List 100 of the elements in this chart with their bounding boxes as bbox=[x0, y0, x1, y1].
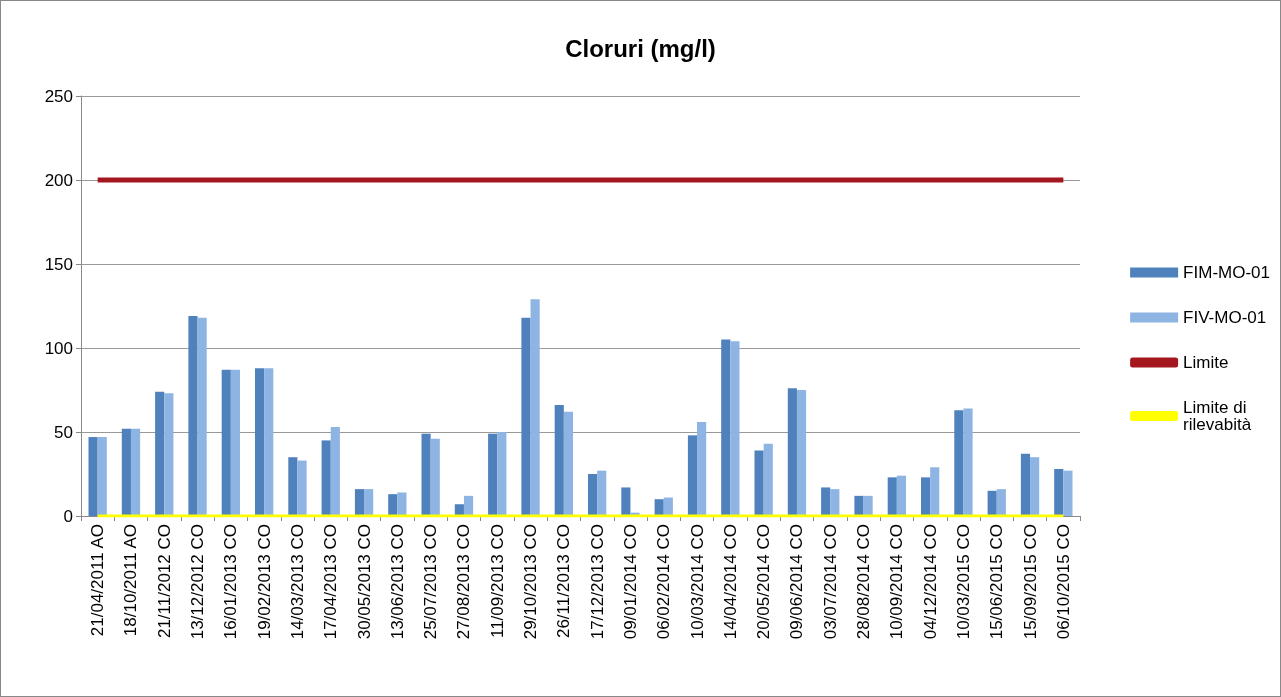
bar bbox=[130, 428, 141, 516]
x-tick-label: 10/03/2015 CO bbox=[953, 524, 973, 640]
bar bbox=[987, 490, 997, 516]
x-tick-label: 18/10/2011 AO bbox=[121, 524, 141, 637]
bar bbox=[1030, 457, 1040, 516]
bar bbox=[530, 299, 540, 516]
bar bbox=[654, 499, 664, 516]
x-tick-label: 27/08/2013 CO bbox=[454, 524, 474, 640]
bar bbox=[687, 435, 698, 516]
x-tick-label: 10/09/2014 CO bbox=[887, 524, 907, 640]
bar bbox=[996, 489, 1006, 516]
x-tick-label: 16/01/2013 CO bbox=[221, 524, 241, 640]
bar bbox=[421, 433, 431, 516]
bar bbox=[896, 475, 907, 516]
bar bbox=[721, 339, 731, 516]
x-tick-label: 21/11/2012 CO bbox=[154, 524, 174, 639]
bar bbox=[521, 317, 531, 516]
bar bbox=[587, 474, 598, 516]
bar bbox=[1063, 470, 1073, 516]
x-tick-label: 11/09/2013 CO bbox=[487, 524, 507, 639]
x-tick-label: 26/11/2013 CO bbox=[554, 524, 574, 639]
x-tick-label: 04/12/2014 CO bbox=[920, 524, 940, 640]
bar bbox=[397, 492, 407, 516]
bar bbox=[763, 443, 773, 516]
bar bbox=[197, 317, 207, 516]
y-tick-label: 50 bbox=[54, 422, 73, 442]
x-tick-label: 09/06/2014 CO bbox=[787, 524, 807, 640]
bar bbox=[730, 341, 740, 516]
legend-label: Limite bbox=[1183, 353, 1229, 372]
bar bbox=[321, 440, 331, 516]
x-tick-label: 17/12/2013 CO bbox=[587, 524, 607, 640]
y-tick-label: 150 bbox=[44, 254, 73, 274]
bar bbox=[188, 316, 198, 516]
x-tick-label: 03/07/2014 CO bbox=[820, 524, 840, 640]
bar bbox=[488, 433, 498, 516]
bar bbox=[155, 391, 165, 516]
bar bbox=[963, 408, 973, 516]
x-tick-label: 10/03/2014 CO bbox=[687, 524, 707, 640]
bar bbox=[830, 489, 840, 516]
legend-label: Limite di rilevabità bbox=[1183, 398, 1252, 434]
bar bbox=[364, 489, 374, 516]
x-tick-label: 15/09/2015 CO bbox=[1020, 524, 1040, 640]
bar bbox=[930, 467, 940, 516]
bar bbox=[354, 489, 365, 516]
bar bbox=[97, 437, 107, 516]
bar bbox=[230, 369, 241, 516]
x-tick-label: 13/12/2012 CO bbox=[188, 524, 208, 640]
y-tick-label: 250 bbox=[44, 86, 73, 106]
bar bbox=[887, 477, 897, 516]
bar bbox=[796, 390, 807, 516]
bar bbox=[297, 460, 307, 516]
bar bbox=[954, 410, 964, 516]
bar bbox=[330, 426, 340, 516]
bar bbox=[221, 369, 231, 516]
bar bbox=[497, 432, 507, 516]
bar bbox=[288, 457, 298, 516]
bar bbox=[388, 494, 398, 516]
chart-title: Cloruri (mg/l) bbox=[565, 34, 716, 62]
bar bbox=[821, 487, 831, 516]
legend-label: FIV-MO-01 bbox=[1183, 308, 1267, 327]
bar bbox=[430, 438, 440, 516]
bar bbox=[621, 487, 631, 516]
x-tick-label: 29/10/2013 CO bbox=[521, 524, 541, 640]
x-tick-label: 14/04/2014 CO bbox=[720, 524, 740, 640]
x-tick-label: 20/05/2014 CO bbox=[754, 524, 774, 640]
x-tick-label: 19/02/2013 CO bbox=[254, 524, 274, 640]
x-tick-label: 09/01/2014 CO bbox=[620, 524, 640, 640]
bar bbox=[663, 497, 673, 516]
y-tick-label: 0 bbox=[63, 506, 73, 526]
bar bbox=[597, 470, 607, 516]
bar bbox=[264, 368, 274, 516]
bar bbox=[88, 437, 98, 516]
x-tick-label: 06/02/2014 CO bbox=[654, 524, 674, 640]
bar bbox=[1054, 468, 1064, 516]
bar bbox=[754, 450, 764, 516]
bar bbox=[554, 405, 564, 516]
x-tick-label: 21/04/2011 AO bbox=[88, 524, 108, 637]
bar bbox=[697, 421, 707, 516]
x-tick-label: 14/03/2013 CO bbox=[287, 524, 307, 640]
x-tick-label: 13/06/2013 CO bbox=[387, 524, 407, 640]
bar bbox=[164, 393, 174, 516]
bar bbox=[1020, 453, 1031, 516]
bar bbox=[863, 495, 873, 516]
bar bbox=[454, 504, 464, 516]
bar bbox=[121, 428, 131, 516]
bar bbox=[563, 411, 574, 516]
x-tick-label: 17/04/2013 CO bbox=[321, 524, 341, 640]
bar bbox=[463, 495, 474, 516]
bar bbox=[920, 477, 931, 516]
x-tick-label: 06/10/2015 CO bbox=[1053, 524, 1073, 640]
y-tick-label: 100 bbox=[44, 338, 73, 358]
bar bbox=[854, 495, 864, 516]
legend-label: FIM-MO-01 bbox=[1183, 263, 1271, 282]
x-tick-label: 25/07/2013 CO bbox=[421, 524, 441, 640]
x-tick-label: 30/05/2013 CO bbox=[354, 524, 374, 640]
x-tick-label: 28/08/2014 CO bbox=[854, 524, 874, 640]
bar bbox=[254, 368, 265, 516]
bar bbox=[787, 388, 797, 516]
y-tick-label: 200 bbox=[44, 170, 73, 190]
x-tick-label: 15/06/2015 CO bbox=[987, 524, 1007, 640]
